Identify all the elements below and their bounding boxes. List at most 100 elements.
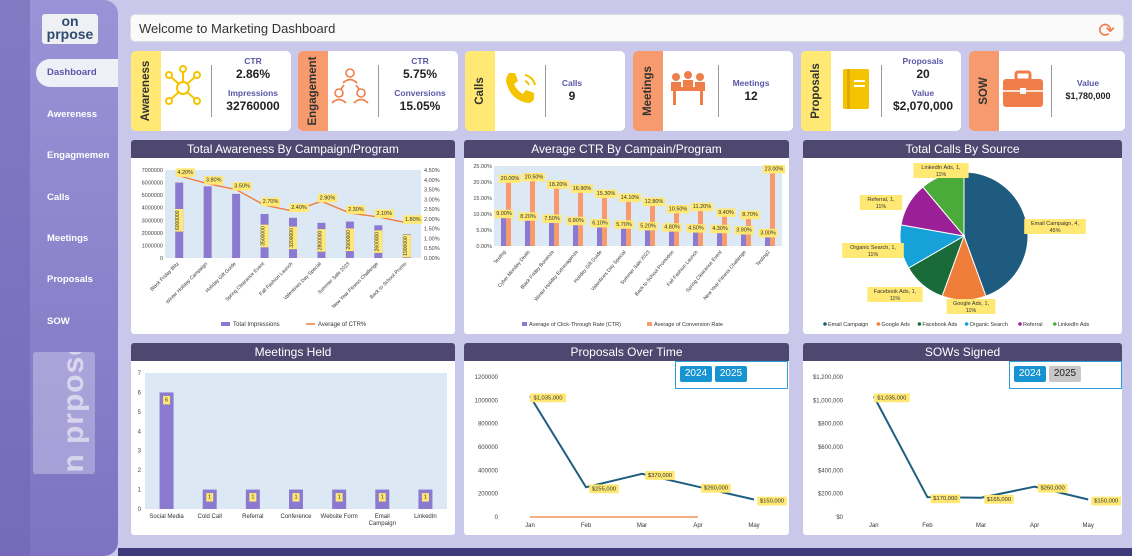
- y-tick-label: 1: [138, 488, 142, 494]
- data-label-bg: [1091, 496, 1121, 506]
- bar: [232, 193, 241, 258]
- slice-label: Facebook Ads, 1,: [874, 289, 917, 295]
- y-tick-label: 6: [138, 390, 142, 396]
- data-label-bg: [402, 234, 411, 258]
- kpi-value: $1,780,000: [1065, 91, 1111, 101]
- kpi-separator: [545, 65, 546, 117]
- x-tick-label: New Year Fitness Challenge: [703, 249, 748, 301]
- data-label-bg: [642, 197, 666, 207]
- people-icon: [330, 65, 370, 119]
- legend-swatch: [964, 322, 969, 326]
- kpi-tab: Proposals: [801, 51, 831, 131]
- meeting-icon: [667, 69, 709, 117]
- bar: [717, 232, 722, 246]
- panel-ctr: Average CTR By Campain/Program 0.00% 5.00…: [464, 140, 789, 334]
- data-label: $170,000: [933, 496, 957, 502]
- refresh-icon[interactable]: ⟳: [1098, 20, 1115, 42]
- kpi-separator: [378, 65, 379, 117]
- data-label: 14.10%: [621, 195, 640, 201]
- y2-tick-label: 3.50%: [424, 188, 440, 194]
- kpi-label: Conversions: [394, 88, 446, 98]
- y-tick-label: 1000000: [475, 398, 499, 404]
- y-tick-label: 10.00%: [473, 212, 492, 218]
- y-tick-label: 4000000: [142, 206, 163, 212]
- data-label: 9.40%: [718, 210, 734, 216]
- data-label-bg: [498, 174, 522, 183]
- data-label: 6.10%: [592, 220, 608, 226]
- legend-label: Average of Conversion Rate: [654, 322, 723, 328]
- data-label: 3.00%: [760, 230, 776, 236]
- y-tick-label: $800,000: [818, 422, 844, 428]
- nav-engagement[interactable]: Engagmemen: [47, 150, 110, 161]
- data-label: 4.80%: [664, 225, 680, 231]
- data-label-bg: [645, 471, 675, 480]
- x-tick-label: Jan: [525, 523, 535, 529]
- slice-label: 11%: [936, 172, 947, 178]
- nav-dashboard[interactable]: Dashboard: [36, 59, 118, 87]
- data-label: 7.50%: [544, 216, 560, 222]
- panel-title: SOWs Signed: [803, 343, 1122, 361]
- y-tick-label: 4: [138, 429, 142, 435]
- slice-label-bg: [913, 163, 969, 178]
- data-label-bg: [618, 193, 642, 202]
- nav-calls[interactable]: Calls: [47, 192, 70, 203]
- data-label: 12.80%: [645, 199, 664, 205]
- bar: [669, 230, 674, 246]
- y2-tick-label: 1.00%: [424, 236, 440, 242]
- data-label-bg: [292, 493, 300, 502]
- data-label: 1: [381, 495, 384, 501]
- sows-chart: $0 $200,000 $400,000 $600,000 $800,000 $1,000…: [813, 375, 1121, 529]
- kpi-value: 5.75%: [402, 67, 438, 81]
- y2-tick-label: 2.50%: [424, 207, 440, 213]
- nav-sow[interactable]: SOW: [47, 316, 70, 327]
- nav-meetings[interactable]: Meetings: [47, 233, 89, 244]
- y2-tick-label: 0.50%: [424, 246, 440, 252]
- data-label-bg: [740, 210, 760, 220]
- data-label: 10.50%: [669, 206, 688, 212]
- x-tick-label: Campaign: [369, 521, 396, 527]
- panel-calls: Total Calls By Source Email Campaign, 4,…: [803, 140, 1122, 334]
- panel-proposals: Proposals Over Time 0 200000 400000 600000 8…: [464, 343, 789, 535]
- kpi-label: Impressions: [227, 88, 279, 98]
- data-label: 20.50%: [525, 174, 544, 180]
- data-label-bg: [546, 180, 570, 189]
- nav-awareness[interactable]: Awereness: [47, 109, 97, 120]
- y-tick-label: $600,000: [818, 445, 844, 451]
- x-tick-label: Feb: [581, 523, 592, 529]
- year-button-2025[interactable]: 2025: [1049, 366, 1081, 382]
- data-label-bg: [175, 208, 184, 232]
- data-label: 4.50%: [688, 226, 704, 232]
- kpi-label: Meetings: [732, 78, 770, 88]
- data-label-bg: [494, 209, 514, 219]
- data-label: 5.70%: [616, 222, 632, 228]
- slice-label: 11%: [966, 308, 977, 314]
- data-label: 8.70%: [742, 212, 758, 218]
- data-label-bg: [590, 218, 610, 228]
- line-label: 1.80%: [405, 217, 421, 223]
- data-label-bg: [570, 184, 594, 193]
- line-label-bg: [232, 182, 252, 191]
- nav-proposals[interactable]: Proposals: [47, 274, 93, 285]
- year-button-2024[interactable]: 2024: [680, 366, 712, 382]
- kpi-tab: Awareness: [131, 51, 161, 131]
- data-label: 6000000: [175, 210, 181, 230]
- bar: [501, 217, 506, 246]
- data-label: $1,035,000: [877, 395, 906, 401]
- header-bar: Welcome to Marketing Dashboard ⟳: [130, 14, 1124, 42]
- year-button-2024[interactable]: 2024: [1014, 366, 1046, 382]
- data-label: 2800000: [317, 230, 323, 250]
- page-title: Welcome to Marketing Dashboard: [139, 21, 336, 36]
- y2-tick-label: 1.50%: [424, 227, 440, 233]
- data-label-bg: [1037, 483, 1068, 493]
- data-label: 18.20%: [549, 182, 568, 188]
- data-label-bg: [594, 189, 618, 199]
- data-label: 3500000: [261, 226, 267, 246]
- year-button-2025[interactable]: 2025: [715, 366, 747, 382]
- kpi-label: Value: [1076, 78, 1100, 88]
- logo-line2: prpose: [46, 26, 94, 42]
- x-tick-label: Winter Holiday Extravaganza: [533, 249, 579, 302]
- kpi-value: 9: [568, 89, 576, 103]
- y-tick-label: 3000000: [142, 218, 163, 224]
- y-tick-label: 800000: [478, 422, 499, 428]
- line-label-bg: [317, 193, 338, 203]
